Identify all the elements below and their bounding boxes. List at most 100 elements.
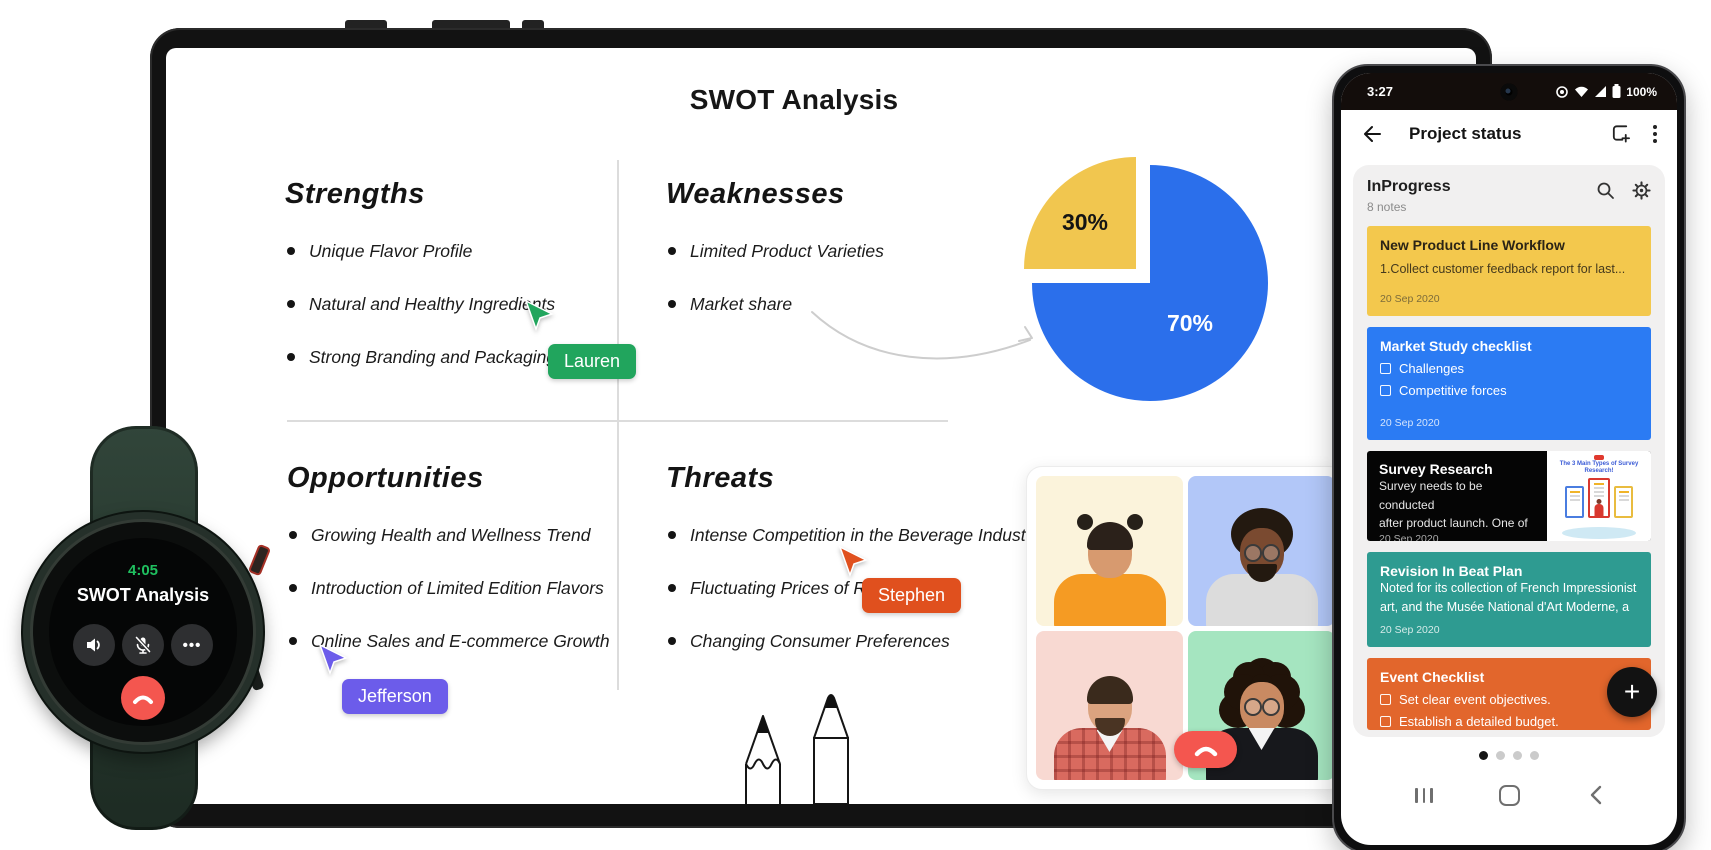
opportunity-item: Introduction of Limited Edition Flavors [287, 577, 610, 599]
cursor-label-lauren: Lauren [548, 344, 637, 379]
settings-gear-icon[interactable] [1632, 181, 1651, 200]
clipboard-illustration [1588, 477, 1610, 518]
whiteboard-title: SWOT Analysis [689, 84, 899, 115]
phone-app-header: Project status [1341, 110, 1677, 157]
pie-slice-30 [1024, 157, 1136, 269]
quadrant-heading: Strengths [285, 178, 425, 210]
front-camera [1500, 83, 1518, 100]
watch-end-call-button[interactable] [121, 676, 165, 720]
watch-speaker-button[interactable] [73, 624, 115, 666]
card-title: New Product Line Workflow [1380, 237, 1565, 253]
cursor-jefferson-icon [318, 644, 348, 676]
tablet-device: SWOT Analysis Strengths Unique Flavor Pr… [150, 28, 1492, 828]
strength-item: Unique Flavor Profile [285, 240, 556, 262]
pie-slice-70 [1032, 165, 1268, 401]
weakness-item: Limited Product Varieties [666, 240, 884, 262]
kebab-menu-icon[interactable] [1653, 124, 1657, 143]
status-time: 3:27 [1367, 84, 1394, 99]
checkbox-icon[interactable] [1380, 694, 1391, 705]
strength-item: Strong Branding and Packaging [285, 346, 556, 368]
card-body: 1.Collect customer feedback report for l… [1380, 262, 1626, 276]
card-date: 20 Sep 2020 [1379, 532, 1439, 541]
pie-label-30: 30% [1062, 209, 1108, 235]
card-date: 20 Sep 2020 [1380, 293, 1440, 305]
video-participant-3 [1036, 630, 1183, 780]
cursor-label-stephen: Stephen [862, 578, 962, 613]
phone-device: 3:27 1 [1332, 64, 1686, 850]
quadrant-heading: Opportunities [287, 462, 484, 494]
end-call-icon [133, 695, 153, 704]
card-title: Survey Research [1379, 461, 1493, 477]
video-call-grid [1036, 476, 1335, 780]
checkbox-icon[interactable] [1380, 363, 1391, 374]
card-date: 20 Sep 2020 [1380, 417, 1440, 429]
watch-call-title: SWOT Analysis [76, 585, 210, 605]
threat-item: Changing Consumer Preferences [666, 630, 1040, 652]
note-card-new-product-line[interactable]: New Product Line Workflow 1.Collect cust… [1367, 226, 1651, 316]
thumbnail-logo [1594, 455, 1604, 460]
card-body-line: Noted for its collection of French Impre… [1380, 581, 1637, 595]
thumbnail-title: The 3 Main Types of Survey Research! [1559, 461, 1639, 474]
quadrant-divider-horizontal [287, 420, 948, 422]
note-card-survey-research[interactable]: Survey Research Survey needs to be condu… [1367, 451, 1651, 541]
page-indicator [1341, 751, 1677, 760]
quadrant-threats: Threats Intense Competition in the Bever… [666, 458, 1040, 683]
checklist-label: Challenges [1399, 361, 1465, 376]
watch-bezel: 4:05 SWOT Analysis [30, 519, 256, 745]
avatar [1076, 513, 1093, 530]
checklist-item[interactable]: Competitive forces [1380, 383, 1638, 398]
card-body-line: Survey needs to be conducted [1379, 479, 1483, 512]
threat-item: Fluctuating Prices of Raw [666, 577, 1040, 599]
back-arrow-icon[interactable] [1361, 123, 1383, 145]
phone-status-bar: 3:27 1 [1341, 73, 1677, 110]
add-note-fab[interactable]: + [1607, 667, 1657, 717]
card-title: Event Checklist [1380, 669, 1485, 685]
home-icon[interactable] [1499, 784, 1521, 806]
cursor-label-jefferson: Jefferson [342, 679, 448, 714]
android-nav-bar [1341, 773, 1677, 817]
recents-icon[interactable] [1415, 787, 1433, 803]
board-title: InProgress [1367, 178, 1451, 195]
tablet-volume-button [345, 20, 387, 29]
quadrant-opportunities: Opportunities Growing Health and Wellnes… [287, 458, 610, 683]
add-note-icon[interactable] [1610, 123, 1631, 144]
note-card-event-checklist[interactable]: Event Checklist Set clear event objectiv… [1367, 658, 1651, 730]
card-title: Revision In Beat Plan [1380, 563, 1523, 579]
wifi-icon [1575, 86, 1589, 97]
eye-icon [1556, 85, 1569, 98]
card-thumbnail-image: The 3 Main Types of Survey Research! [1547, 451, 1651, 541]
board-note-count: 8 notes [1367, 200, 1407, 214]
card-body-line: art, and the Musée National d'Art Modern… [1380, 600, 1630, 615]
checklist-item[interactable]: Establish a detailed budget. [1380, 714, 1638, 729]
end-call-button[interactable] [1174, 731, 1237, 768]
nav-back-icon[interactable] [1587, 784, 1603, 806]
watch-more-button[interactable]: ••• [171, 624, 213, 666]
avatar [1086, 676, 1133, 704]
watch-screen: 4:05 SWOT Analysis [49, 538, 237, 726]
checklist-item[interactable]: Set clear event objectives. [1380, 692, 1638, 707]
search-icon[interactable] [1596, 181, 1615, 200]
watch-case: 4:05 SWOT Analysis [23, 512, 263, 752]
pie-label-70: 70% [1167, 310, 1213, 336]
checkbox-icon[interactable] [1380, 716, 1391, 727]
note-card-revision-beat-plan[interactable]: Revision In Beat Plan Noted for its coll… [1367, 552, 1651, 647]
watch-call-timer: 4:05 [127, 562, 159, 579]
opportunity-item: Online Sales and E-commerce Growth [287, 630, 610, 652]
whiteboard-canvas[interactable]: SWOT Analysis Strengths Unique Flavor Pr… [166, 48, 1476, 804]
signal-icon [1595, 86, 1607, 97]
page-title: Project status [1409, 123, 1522, 143]
checklist-label: Establish a detailed budget. [1399, 714, 1559, 729]
end-call-icon [1194, 746, 1217, 756]
clipboard-illustration [1565, 485, 1584, 518]
note-card-market-study[interactable]: Market Study checklist Challenges Compet… [1367, 327, 1651, 440]
tablet-power-button [432, 20, 510, 29]
battery-percentage: 100% [1626, 84, 1657, 99]
checklist-item[interactable]: Challenges [1380, 361, 1638, 376]
phone-screen: 3:27 1 [1341, 73, 1677, 845]
tablet-side-button [522, 20, 544, 29]
card-body-line: after product launch. One of [1379, 516, 1528, 531]
quadrant-weaknesses: Weaknesses Limited Product Varieties Mar… [666, 174, 884, 346]
watch-mute-button[interactable] [122, 624, 164, 666]
strength-item: Natural and Healthy Ingredients [285, 293, 556, 315]
checkbox-icon[interactable] [1380, 385, 1391, 396]
